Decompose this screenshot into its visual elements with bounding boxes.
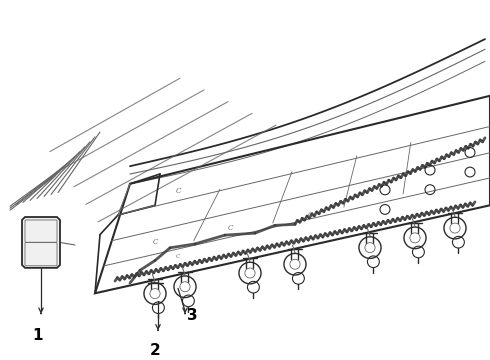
Text: C: C — [176, 254, 180, 258]
Text: C: C — [175, 186, 181, 195]
Polygon shape — [22, 217, 60, 268]
Text: C: C — [307, 211, 313, 219]
Text: 2: 2 — [149, 343, 160, 358]
Text: C: C — [152, 238, 158, 247]
Text: 3: 3 — [187, 308, 197, 323]
Text: C: C — [227, 224, 233, 232]
Text: 1: 1 — [33, 328, 43, 343]
